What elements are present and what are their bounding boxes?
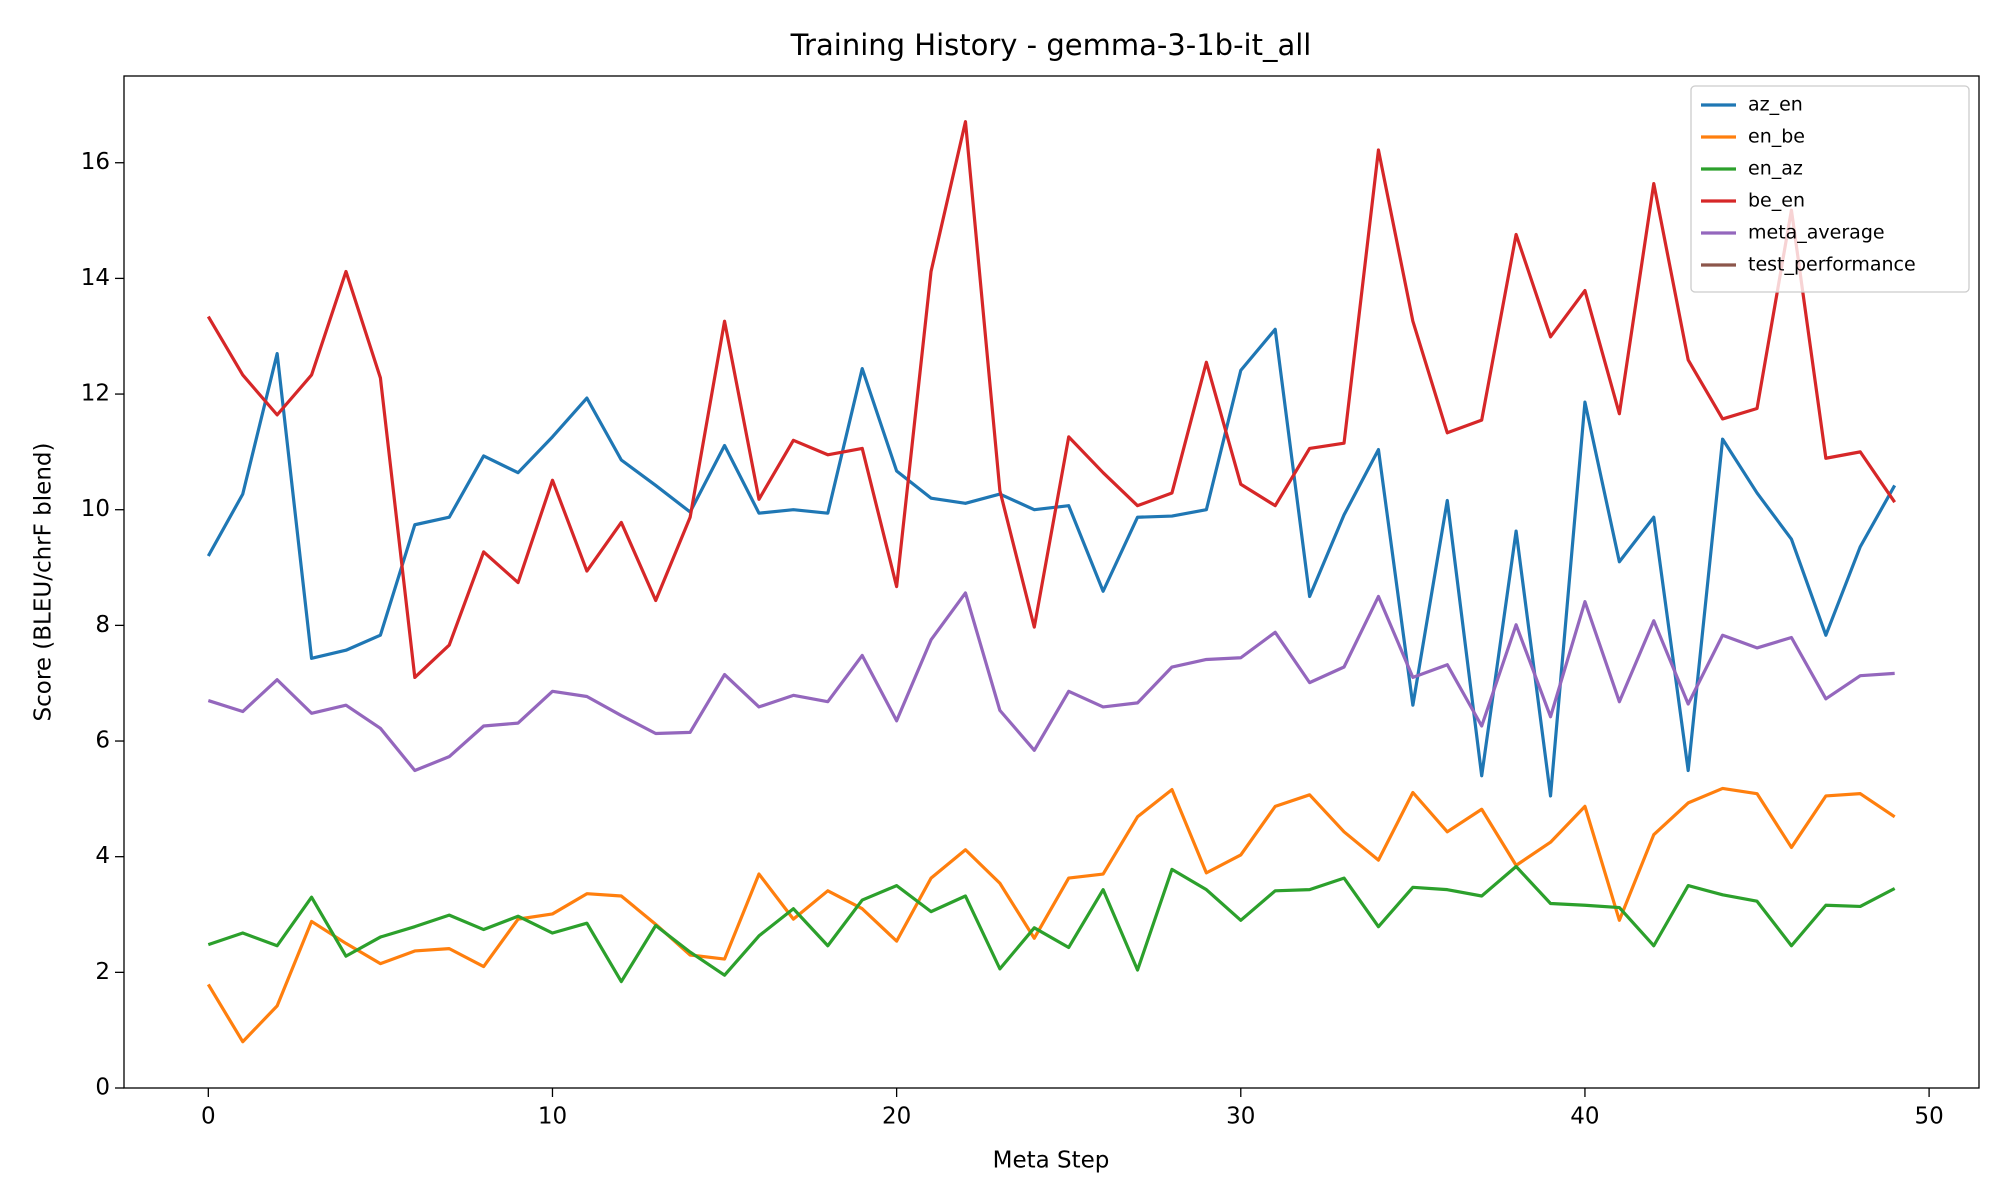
y-tick-label: 6 [95,728,110,754]
legend-label: az_en [1748,94,1803,116]
x-tick-label: 20 [882,1104,911,1130]
legend-label: en_az [1748,158,1803,180]
y-tick-label: 16 [81,149,110,175]
legend-box [1690,85,1970,293]
x-tick-label: 30 [1226,1104,1255,1130]
y-tick-label: 14 [81,265,110,291]
x-tick-label: 10 [538,1104,567,1130]
x-tick-label: 50 [1914,1104,1943,1130]
legend-label: test_performance [1748,254,1916,276]
series-line [206,327,1897,798]
series-line [207,864,1896,984]
y-tick-label: 12 [81,381,110,407]
legend-label: meta_average [1748,222,1885,244]
y-axis-label: Score (BLEU/chrF blend) [31,443,57,722]
legend-label: be_en [1748,190,1805,212]
series-line [207,591,1895,773]
x-axis-label: Meta Step [993,1148,1110,1174]
series-line [206,786,1896,1044]
y-tick-label: 8 [95,612,110,638]
y-tick-label: 10 [81,496,110,522]
plot-frame [123,75,1980,1089]
y-tick-label: 0 [95,1075,110,1101]
x-tick-label: 40 [1570,1104,1599,1130]
y-tick-label: 2 [95,959,110,985]
legend-label: en_be [1748,126,1805,148]
chart-title: Training History - gemma-3-1b-it_all [790,28,1312,62]
series-line [206,120,1897,680]
y-tick-label: 4 [95,843,110,869]
x-tick-label: 0 [201,1104,216,1130]
